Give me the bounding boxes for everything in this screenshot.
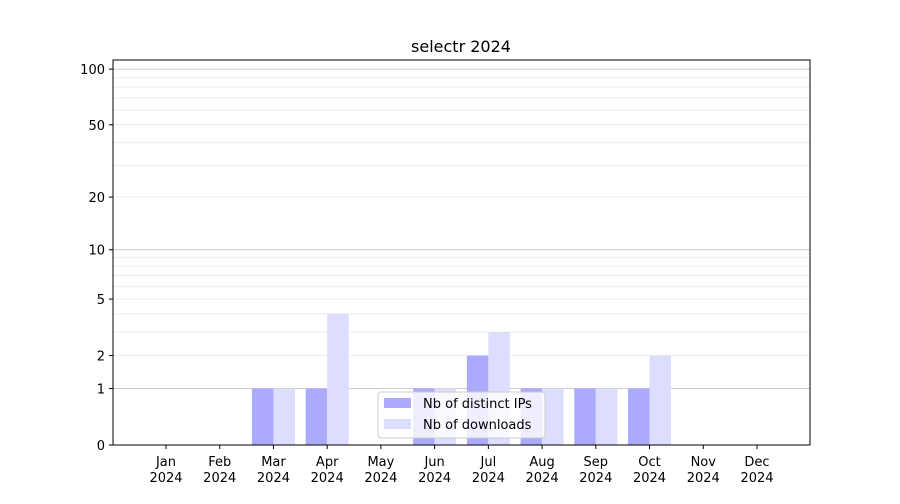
x-tick-label-line: 2024	[311, 471, 344, 486]
x-tick-label-line: Dec	[744, 455, 769, 470]
x-tick-label-line: Nov	[691, 455, 717, 470]
x-tick-label-line: 2024	[418, 471, 451, 486]
x-tick-label: Mar 2024	[257, 455, 290, 486]
x-tick-label-line: Jun	[423, 455, 444, 470]
x-tick-label-line: 2024	[203, 471, 236, 486]
x-tick-label-line: 2024	[364, 471, 397, 486]
x-tick-label-line: Jul	[480, 455, 497, 470]
legend-label: Nb of downloads	[423, 418, 532, 433]
x-tick-label: Apr 2024	[311, 455, 344, 486]
x-tick-label-line: Apr	[316, 455, 339, 470]
legend-box	[377, 391, 546, 439]
grid	[113, 68, 810, 390]
x-tick-label: Nov 2024	[687, 455, 720, 486]
bar-distinct-ips	[574, 388, 596, 445]
x-tick-label: Jan 2024	[149, 455, 182, 486]
legend-swatch	[384, 398, 411, 408]
x-tick-label-line: 2024	[472, 471, 505, 486]
y-tick-label: 1	[97, 383, 105, 398]
x-tick-label-line: 2024	[526, 471, 559, 486]
y-tick-label: 10	[88, 244, 105, 259]
x-tick-label: Oct 2024	[633, 455, 666, 486]
x-tick-label: Aug 2024	[526, 455, 559, 486]
x-tick-label-line: 2024	[687, 471, 720, 486]
bar-downloads	[273, 388, 295, 445]
x-tick-label: Feb 2024	[203, 455, 236, 486]
x-tick-label: May 2024	[364, 455, 397, 486]
x-tick-label-line: Feb	[208, 455, 231, 470]
y-tick-label: 50	[88, 119, 105, 134]
x-tick-label-line: May	[367, 455, 394, 470]
x-tick-label: Sep 2024	[579, 455, 612, 486]
x-tick-label-line: 2024	[149, 471, 182, 486]
x-tick-label-line: 2024	[633, 471, 666, 486]
legend-label: Nb of distinct IPs	[423, 397, 532, 412]
bar-downloads	[327, 313, 349, 445]
x-tick-label-line: Mar	[261, 455, 286, 470]
y-tick-label: 0	[97, 439, 105, 454]
x-tick-label: Dec 2024	[740, 455, 773, 486]
bar-distinct-ips	[251, 388, 274, 445]
y-tick-label: 2	[97, 350, 105, 365]
y-tick-label: 20	[88, 191, 105, 206]
x-tick-label: Jun 2024	[418, 455, 451, 486]
x-tick-label-line: 2024	[257, 471, 290, 486]
legend-swatch	[384, 419, 411, 429]
x-tick-label-line: 2024	[579, 471, 612, 486]
y-tick-label: 5	[97, 293, 105, 308]
axes-frame	[112, 59, 811, 446]
bar-distinct-ips	[628, 388, 650, 445]
legend: Nb of distinct IPs Nb of downloads	[377, 391, 546, 439]
bar-downloads	[649, 355, 672, 445]
x-tick-label-line: Sep	[584, 455, 609, 470]
x-tick-label: Jul 2024	[472, 455, 505, 486]
x-tick-label-line: Oct	[638, 455, 660, 470]
y-axis: 0 1 2 5 10 20 50 100	[80, 63, 113, 454]
y-tick-label: 100	[80, 63, 105, 78]
bar-distinct-ips	[305, 388, 328, 445]
bar-downloads	[542, 388, 564, 445]
chart-title: selectr 2024	[411, 37, 511, 56]
x-tick-label-line: 2024	[740, 471, 773, 486]
bar-downloads	[595, 388, 618, 445]
x-tick-label-line: Jan	[155, 455, 176, 470]
x-tick-label-line: Aug	[529, 455, 554, 470]
